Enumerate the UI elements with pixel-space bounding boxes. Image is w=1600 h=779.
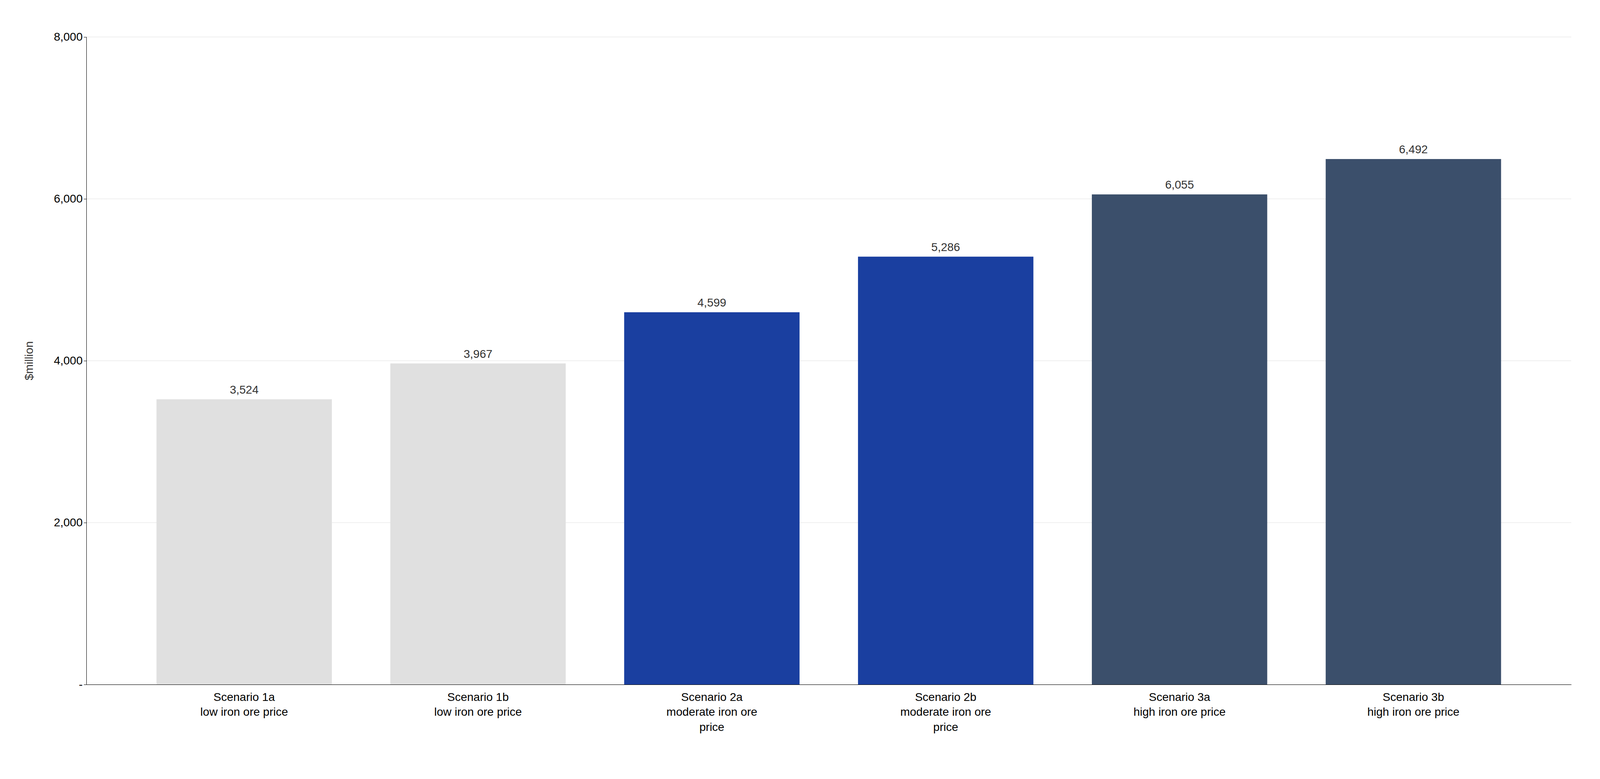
x-tick: Scenario 1blow iron ore price <box>434 691 522 719</box>
y-tick-label: 2,000 <box>53 516 83 530</box>
y-tick: 4,000 <box>53 354 87 368</box>
y-tick: 8,000 <box>53 30 87 44</box>
y-tick: 2,000 <box>53 516 87 530</box>
x-tick-label: Scenario 2bmoderate iron oreprice <box>900 691 992 734</box>
x-tick: Scenario 3ahigh iron ore price <box>1133 691 1226 719</box>
bar <box>390 363 566 685</box>
grid <box>86 36 1572 685</box>
y-tick-mark <box>83 684 87 686</box>
grid-line <box>86 36 1572 38</box>
y-tick-mark <box>83 198 87 200</box>
x-tick-label: Scenario 3ahigh iron ore price <box>1133 691 1226 719</box>
x-tick: Scenario 1alow iron ore price <box>200 691 288 719</box>
bar <box>1325 159 1502 685</box>
bar <box>624 312 800 685</box>
x-tick-label: Scenario 1blow iron ore price <box>434 691 522 719</box>
y-tick-label: 6,000 <box>53 192 83 206</box>
data-label: 5,286 <box>931 240 960 254</box>
data-labels: 3,524 3,967 4,599 5,286 6,055 6,492 <box>229 143 1428 397</box>
y-tick: - <box>78 678 87 692</box>
data-label: 4,599 <box>697 296 727 310</box>
bar <box>1091 194 1268 685</box>
data-label: 3,524 <box>229 383 259 397</box>
data-label: 6,492 <box>1398 143 1428 156</box>
data-label: 6,055 <box>1165 178 1194 192</box>
y-tick-mark <box>83 360 87 362</box>
x-tick: Scenario 3bhigh iron ore price <box>1367 691 1460 719</box>
y-axis: - 2,000 4,000 6,000 8,000 <box>53 30 87 692</box>
x-tick-label: Scenario 2amoderate iron oreprice <box>666 691 758 734</box>
y-tick-label: 8,000 <box>53 30 83 44</box>
bar <box>857 256 1034 685</box>
y-axis-title: $million <box>22 341 36 381</box>
chart: 3,524 3,967 4,599 5,286 6,055 6,492 - 2,000 4,00… <box>0 0 1600 779</box>
y-tick-label: 4,000 <box>53 354 83 368</box>
y-axis-line <box>83 37 87 686</box>
bar <box>156 399 333 685</box>
y-tick-mark <box>83 36 87 38</box>
x-tick-label: Scenario 3bhigh iron ore price <box>1367 691 1460 719</box>
x-tick-label: Scenario 1alow iron ore price <box>200 691 288 719</box>
data-label: 3,967 <box>463 347 493 361</box>
x-tick: Scenario 2bmoderate iron oreprice <box>900 691 992 734</box>
x-axis: Scenario 1alow iron ore price Scenario 1b… <box>86 685 1572 734</box>
x-tick: Scenario 2amoderate iron oreprice <box>666 691 758 734</box>
y-tick-label: - <box>78 678 83 692</box>
x-axis-line <box>86 684 1572 686</box>
y-tick-mark <box>83 522 87 524</box>
bars <box>156 159 1502 685</box>
y-tick: 6,000 <box>53 192 87 206</box>
